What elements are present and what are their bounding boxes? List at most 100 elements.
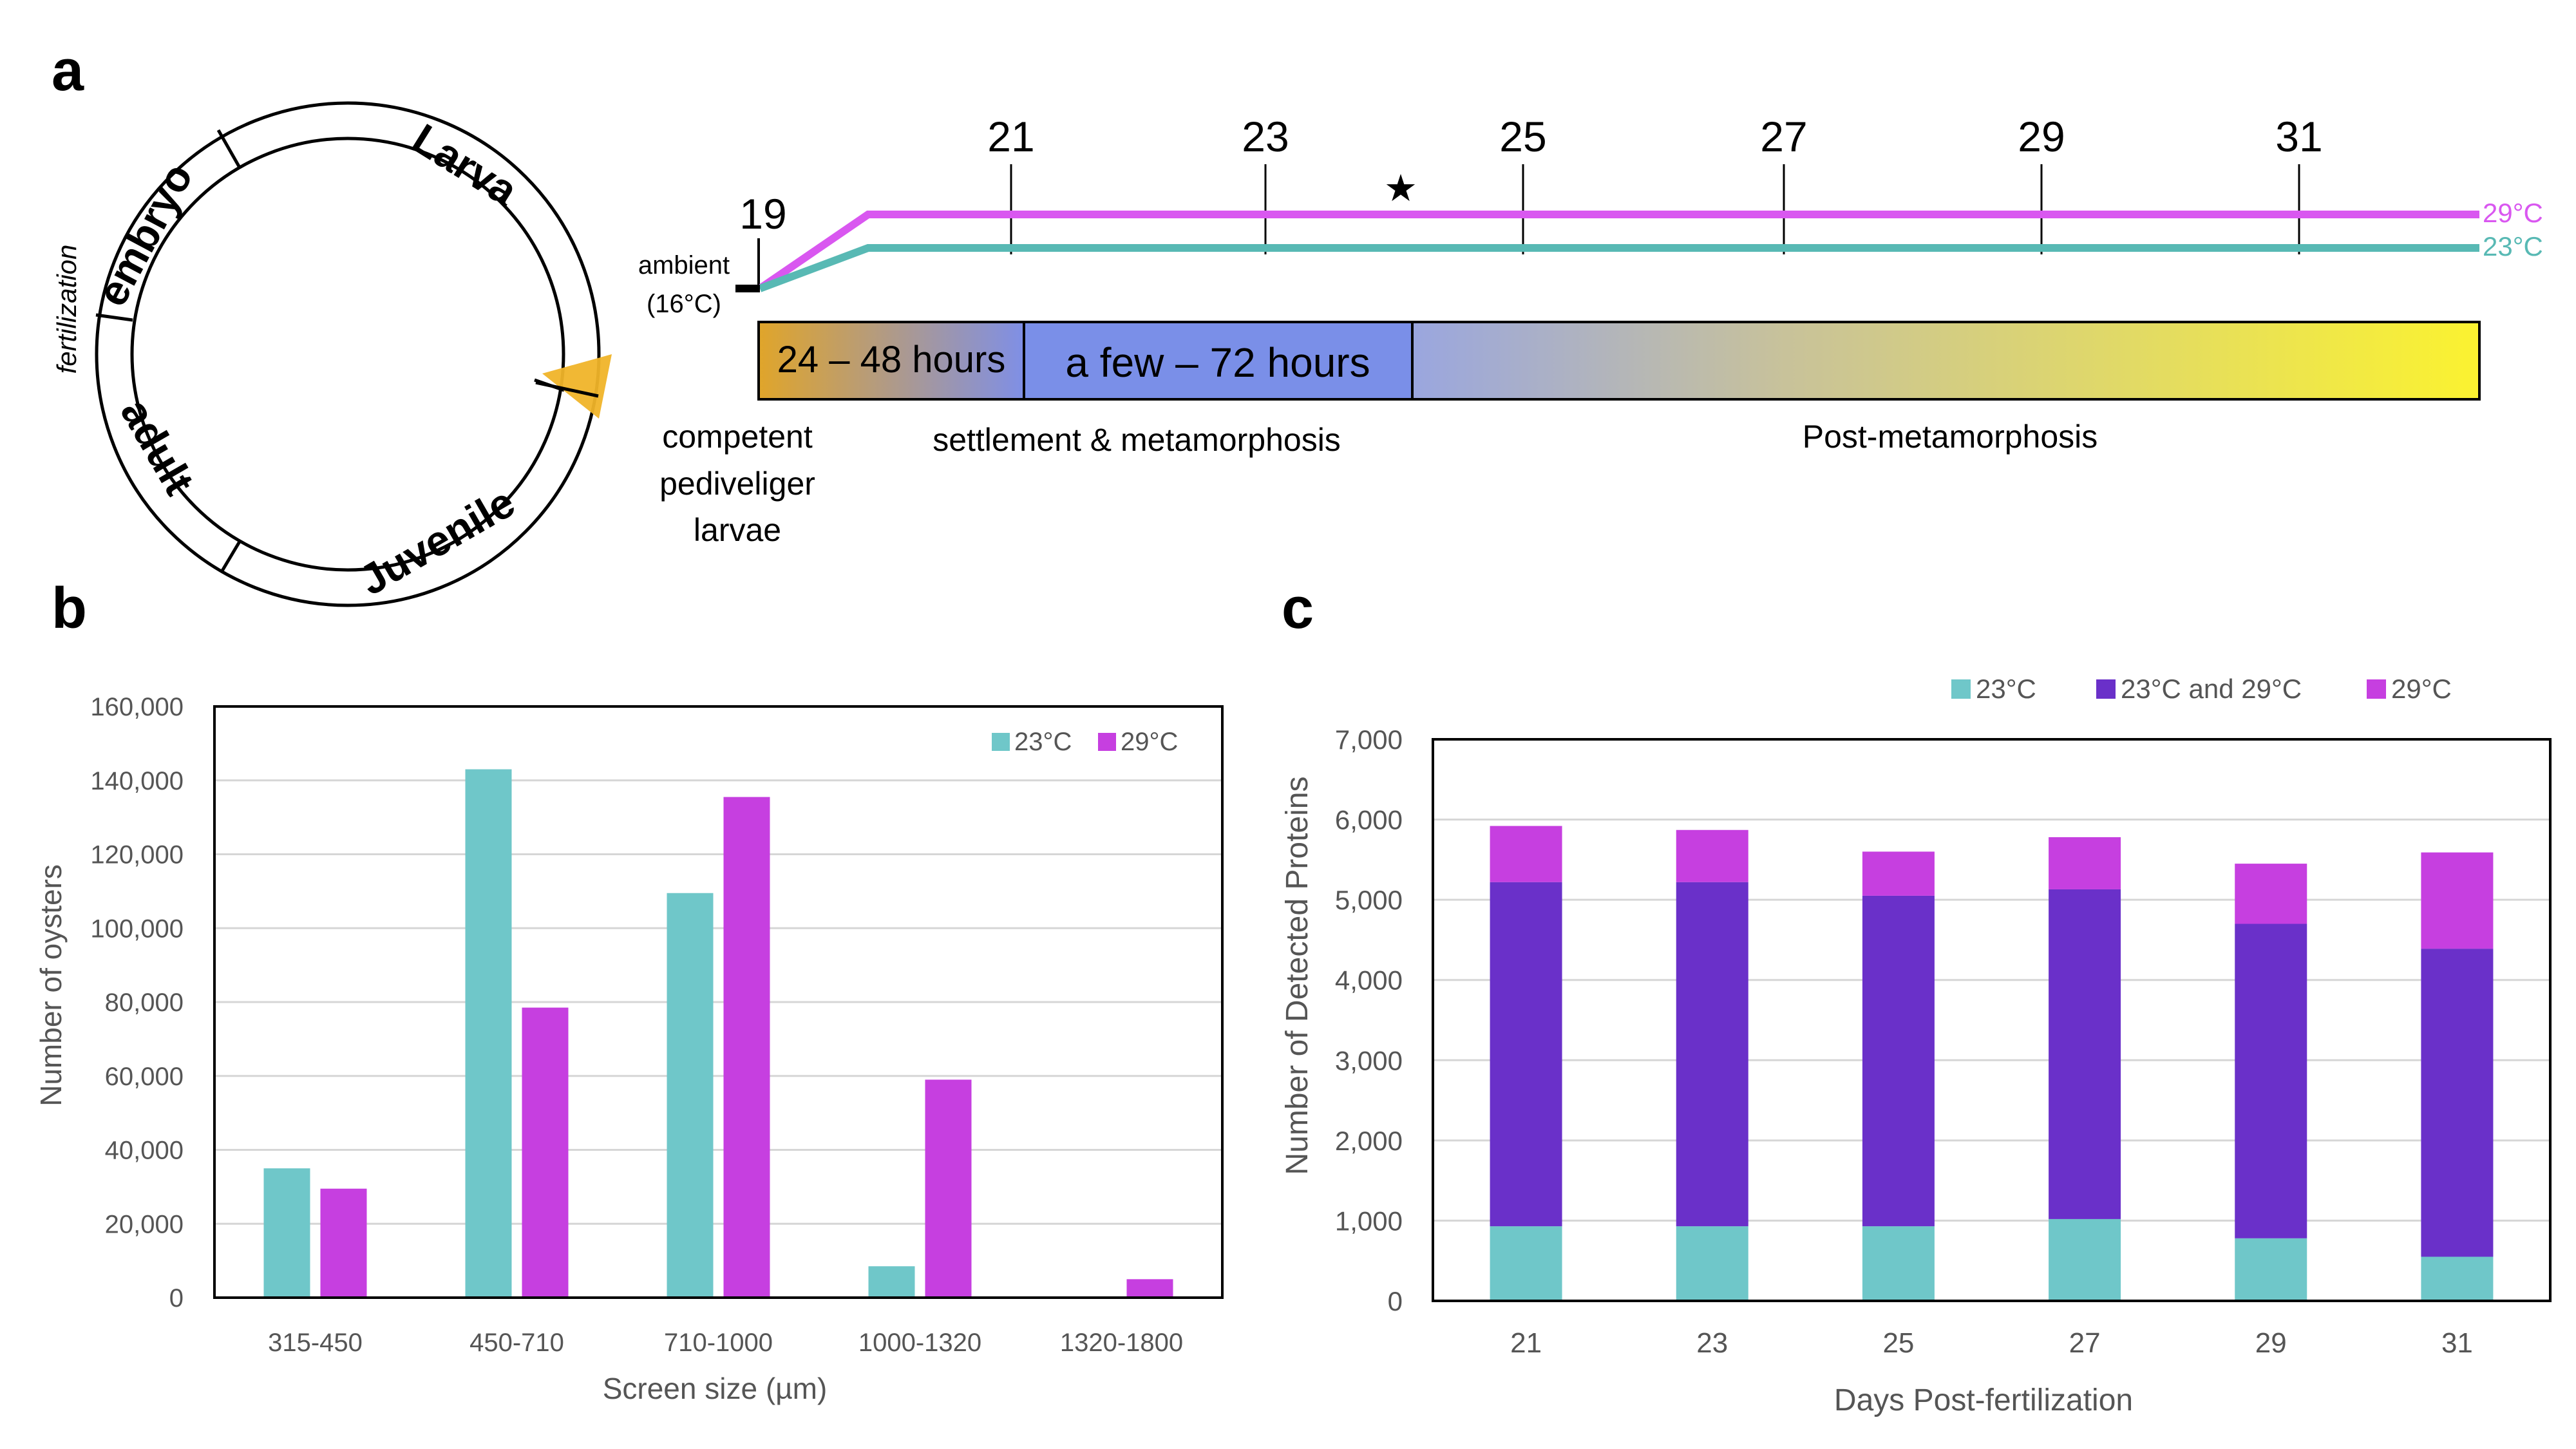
bar-segment-29°C (2049, 837, 2121, 889)
stage-label-embryo: embryo (88, 156, 202, 314)
timeline-day-label: 23 (1242, 113, 1289, 160)
timeline-label-23: 23°C (2483, 231, 2543, 261)
xtick-label: 31 (2441, 1327, 2473, 1359)
bar-23°C (868, 1266, 915, 1298)
chart-b-xtick-labels: 315-450 450-710 710-1000 1000-1320 1320-1800 (268, 1329, 1183, 1357)
phase-label-competent: 24 – 48 hours (777, 339, 1006, 381)
legend-label-23: 23°C (1976, 674, 2036, 704)
bar-segment-23°C and 29°C (2421, 949, 2494, 1257)
stage-divider (535, 381, 599, 398)
xtick-label: 315-450 (268, 1329, 363, 1357)
ytick-label: 100,000 (90, 914, 184, 943)
bar-segment-23°C and 29°C (1676, 882, 1748, 1227)
xtick-label: 1320-1800 (1060, 1329, 1183, 1357)
bar-segment-23°C and 29°C (1862, 895, 1935, 1227)
ytick-label: 0 (1388, 1286, 1403, 1316)
timeline-day-label: 27 (1760, 113, 1807, 160)
stage-divider (220, 540, 242, 573)
chart-c-legend: 23°C 23°C and 29°C 29°C (1951, 674, 2452, 704)
timeline-line-23 (758, 244, 2479, 292)
chart-b-xlabel: Screen size (µm) (603, 1372, 828, 1405)
caption-larvae: larvae (694, 512, 781, 548)
stage-label-juvenile: Juvenile (352, 478, 523, 604)
bar-segment-29°C (1676, 829, 1748, 882)
bar-29°C (723, 797, 770, 1298)
chart-b-ytick-labels: 0 20,000 40,000 60,000 80,000 100,000 120,000 1… (90, 693, 184, 1312)
ytick-label: 160,000 (90, 693, 184, 721)
chart-c-ytick-labels: 0 1,000 2,000 3,000 4,000 5,000 6,000 7,000 (1335, 724, 1403, 1316)
chart-c-xlabel: Days Post-fertilization (1834, 1383, 2133, 1417)
ytick-label: 140,000 (90, 767, 184, 795)
caption-competent: competent (662, 419, 813, 455)
ytick-label: 20,000 (105, 1210, 184, 1238)
bar-29°C (925, 1079, 972, 1298)
bar-segment-29°C (1490, 826, 1562, 882)
timeline-day-label: 29 (2018, 113, 2065, 160)
xtick-label: 29 (2255, 1327, 2287, 1359)
chart-c-gridlines (1433, 819, 2550, 1222)
phase-box-competent (757, 321, 1025, 401)
star-icon: ★ (1384, 167, 1417, 209)
stage-label-larva: Larva (404, 114, 527, 215)
timeline: 19 21 23 25 27 29 31 29°C 23°C ambient (… (638, 113, 2543, 548)
stage-divider (216, 129, 242, 169)
chart-c-ylabel: Number of Detected Proteins (1280, 777, 1314, 1175)
ytick-label: 3,000 (1335, 1045, 1403, 1075)
panel-label-b: b (52, 576, 87, 641)
panel-label-c: c (1282, 576, 1314, 641)
chart-c-bars (1490, 826, 2494, 1301)
bar-segment-23°C (1676, 1226, 1748, 1301)
fertilization-label: fertilization (52, 245, 82, 374)
ytick-label: 120,000 (90, 841, 184, 869)
bar-segment-23°C and 29°C (1490, 882, 1562, 1227)
stage-label-adult: adult (111, 391, 204, 503)
ytick-label: 2,000 (1335, 1126, 1403, 1156)
legend-label-29: 29°C (2391, 674, 2452, 704)
chart-c-plot-frame (1432, 738, 2552, 1302)
chart-b-gridlines (214, 779, 1222, 1225)
phase-box-post (1411, 321, 2481, 401)
ambient-temp-label: (16°C) (647, 290, 721, 318)
stage-divider (95, 313, 133, 322)
bar-segment-29°C (1862, 851, 1935, 896)
legend-label-23: 23°C (1014, 728, 1072, 756)
legend-swatch-29 (2367, 679, 2386, 699)
timeline-day-label: 31 (2275, 113, 2322, 160)
legend-swatch-29 (1098, 733, 1116, 751)
chart-c-xtick-labels: 21 23 25 27 29 31 (1510, 1327, 2473, 1359)
bar-segment-23°C and 29°C (2235, 923, 2307, 1238)
ytick-label: 80,000 (105, 989, 184, 1017)
caption-settlement: settlement & metamorphosis (933, 422, 1341, 458)
ytick-label: 5,000 (1335, 885, 1403, 915)
xtick-label: 27 (2069, 1327, 2101, 1359)
caption-post-metamorphosis: Post-metamorphosis (1803, 419, 2098, 455)
legend-swatch-both (2096, 679, 2116, 699)
bar-segment-23°C (1862, 1226, 1935, 1301)
bar-29°C (522, 1007, 569, 1298)
chart-b-plot-frame (213, 705, 1224, 1299)
chart-b-bars (263, 769, 1173, 1298)
caption-pediveliger: pediveliger (659, 466, 815, 502)
ambient-label: ambient (638, 251, 730, 279)
xtick-label: 21 (1510, 1327, 1542, 1359)
xtick-label: 710-1000 (664, 1329, 773, 1357)
phase-label-settlement: a few – 72 hours (1065, 339, 1370, 386)
ytick-label: 4,000 (1335, 965, 1403, 996)
xtick-label: 23 (1696, 1327, 1728, 1359)
bar-segment-23°C (2421, 1256, 2494, 1301)
lifecycle-diagram: embryo Larva Juvenile adult fertilizatio… (52, 101, 612, 607)
bar-29°C (1126, 1279, 1173, 1298)
bar-23°C (465, 769, 512, 1298)
ytick-label: 6,000 (1335, 805, 1403, 835)
chart-b: 0 20,000 40,000 60,000 80,000 100,000 120,000 1… (34, 693, 1224, 1405)
bar-29°C (320, 1188, 367, 1298)
ytick-label: 1,000 (1335, 1206, 1403, 1236)
ytick-label: 60,000 (105, 1063, 184, 1091)
legend-label-both: 23°C and 29°C (2121, 674, 2302, 704)
bar-segment-23°C (2235, 1238, 2307, 1301)
panel-label-a: a (52, 39, 84, 103)
lifecycle-outer-ring (95, 101, 601, 607)
timeline-day-label: 19 (739, 190, 786, 238)
